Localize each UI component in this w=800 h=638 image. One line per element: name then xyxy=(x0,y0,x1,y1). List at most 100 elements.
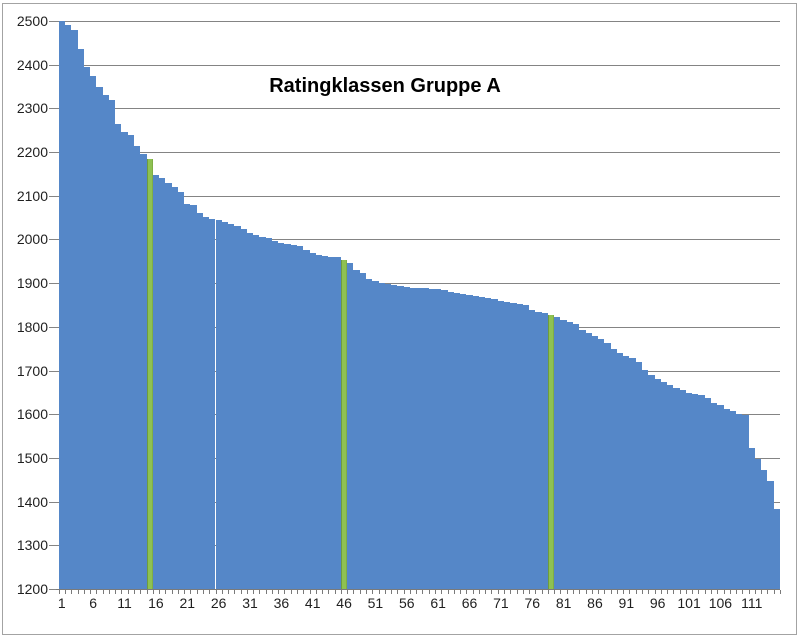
bar-47[interactable] xyxy=(347,263,354,589)
bar-114[interactable] xyxy=(767,480,774,589)
bar-90[interactable] xyxy=(616,352,624,589)
bar-16[interactable] xyxy=(152,174,160,589)
bar-32[interactable] xyxy=(253,235,260,589)
bar-75[interactable] xyxy=(522,305,530,589)
bar-49[interactable] xyxy=(359,272,367,589)
bar-51[interactable] xyxy=(372,280,379,589)
bar-45[interactable] xyxy=(334,257,341,589)
bar-7[interactable] xyxy=(96,86,103,589)
bar-48[interactable] xyxy=(353,270,360,589)
bar-64[interactable] xyxy=(453,293,461,589)
bar-12[interactable] xyxy=(127,134,134,589)
bar-29[interactable] xyxy=(234,226,241,589)
bar-86[interactable] xyxy=(591,336,599,589)
bar-22[interactable] xyxy=(190,205,197,589)
bar-11[interactable] xyxy=(121,132,128,589)
bar-99[interactable] xyxy=(673,388,680,589)
bar-83[interactable] xyxy=(573,324,580,589)
bar-36[interactable] xyxy=(278,242,285,589)
bar-91[interactable] xyxy=(623,355,630,589)
bar-4[interactable] xyxy=(77,48,84,589)
bar-109[interactable] xyxy=(736,413,743,589)
bar-59[interactable] xyxy=(422,288,429,589)
bar-102[interactable] xyxy=(692,394,699,589)
bar-38[interactable] xyxy=(290,244,298,589)
bar-82[interactable] xyxy=(566,321,573,589)
bar-84[interactable] xyxy=(579,330,586,589)
bar-42[interactable] xyxy=(315,254,323,589)
bar-25[interactable] xyxy=(209,218,216,589)
bar-44[interactable] xyxy=(328,256,335,589)
bar-2[interactable] xyxy=(64,25,72,589)
bar-97[interactable] xyxy=(660,381,668,589)
bar-24[interactable] xyxy=(202,216,210,589)
bar-13[interactable] xyxy=(133,145,141,589)
bar-103[interactable] xyxy=(698,395,705,589)
bar-28[interactable] xyxy=(228,224,235,589)
bar-105[interactable] xyxy=(711,402,718,589)
bar-19[interactable] xyxy=(171,187,178,589)
bar-34[interactable] xyxy=(265,237,272,589)
bar-58[interactable] xyxy=(416,287,423,589)
bar-113[interactable] xyxy=(761,470,768,589)
bar-1[interactable] xyxy=(58,21,65,589)
bar-14[interactable] xyxy=(140,154,147,589)
bar-93[interactable] xyxy=(635,362,642,589)
bar-95[interactable] xyxy=(648,374,655,589)
bar-89[interactable] xyxy=(610,349,617,589)
bar-40[interactable] xyxy=(303,249,310,589)
bar-61[interactable] xyxy=(435,289,442,589)
bar-highlighted-79[interactable] xyxy=(547,314,555,589)
bar-33[interactable] xyxy=(259,236,266,589)
bar-67[interactable] xyxy=(472,295,479,589)
bar-23[interactable] xyxy=(196,212,203,589)
bar-9[interactable] xyxy=(108,99,116,589)
bar-54[interactable] xyxy=(391,284,398,589)
bar-78[interactable] xyxy=(541,313,548,589)
bar-8[interactable] xyxy=(102,95,109,589)
bar-5[interactable] xyxy=(83,66,91,589)
bar-66[interactable] xyxy=(466,294,473,589)
bar-56[interactable] xyxy=(403,286,410,589)
bar-94[interactable] xyxy=(642,370,649,589)
bar-26[interactable] xyxy=(215,219,222,589)
bar-107[interactable] xyxy=(723,408,730,589)
bar-92[interactable] xyxy=(629,358,636,589)
bar-73[interactable] xyxy=(510,302,517,589)
bar-35[interactable] xyxy=(271,241,279,589)
bar-31[interactable] xyxy=(246,232,254,589)
bar-6[interactable] xyxy=(90,75,97,589)
bar-68[interactable] xyxy=(478,296,486,589)
bar-98[interactable] xyxy=(667,384,674,589)
bar-104[interactable] xyxy=(704,397,711,589)
bar-70[interactable] xyxy=(491,299,498,589)
bar-101[interactable] xyxy=(685,392,693,589)
bar-3[interactable] xyxy=(71,29,78,589)
bar-76[interactable] xyxy=(529,309,536,589)
bar-57[interactable] xyxy=(409,287,417,589)
bar-60[interactable] xyxy=(428,288,436,589)
bar-50[interactable] xyxy=(366,278,373,589)
bar-17[interactable] xyxy=(159,177,166,589)
bar-53[interactable] xyxy=(384,283,392,589)
bar-37[interactable] xyxy=(284,243,291,589)
bar-100[interactable] xyxy=(679,390,686,589)
bar-62[interactable] xyxy=(441,290,448,589)
bar-88[interactable] xyxy=(604,343,611,589)
bar-39[interactable] xyxy=(297,246,304,589)
bar-27[interactable] xyxy=(221,221,229,589)
bar-96[interactable] xyxy=(654,378,661,589)
bar-69[interactable] xyxy=(485,298,492,589)
bar-10[interactable] xyxy=(115,123,122,589)
bar-20[interactable] xyxy=(177,192,185,589)
bar-highlighted-46[interactable] xyxy=(340,259,348,589)
bar-81[interactable] xyxy=(560,320,567,589)
bar-80[interactable] xyxy=(554,317,561,589)
bar-115[interactable] xyxy=(773,509,780,589)
bar-71[interactable] xyxy=(497,300,505,589)
bar-30[interactable] xyxy=(240,228,247,589)
bar-85[interactable] xyxy=(585,333,592,589)
bar-106[interactable] xyxy=(717,405,724,589)
bar-108[interactable] xyxy=(729,411,737,589)
bar-41[interactable] xyxy=(309,252,316,589)
